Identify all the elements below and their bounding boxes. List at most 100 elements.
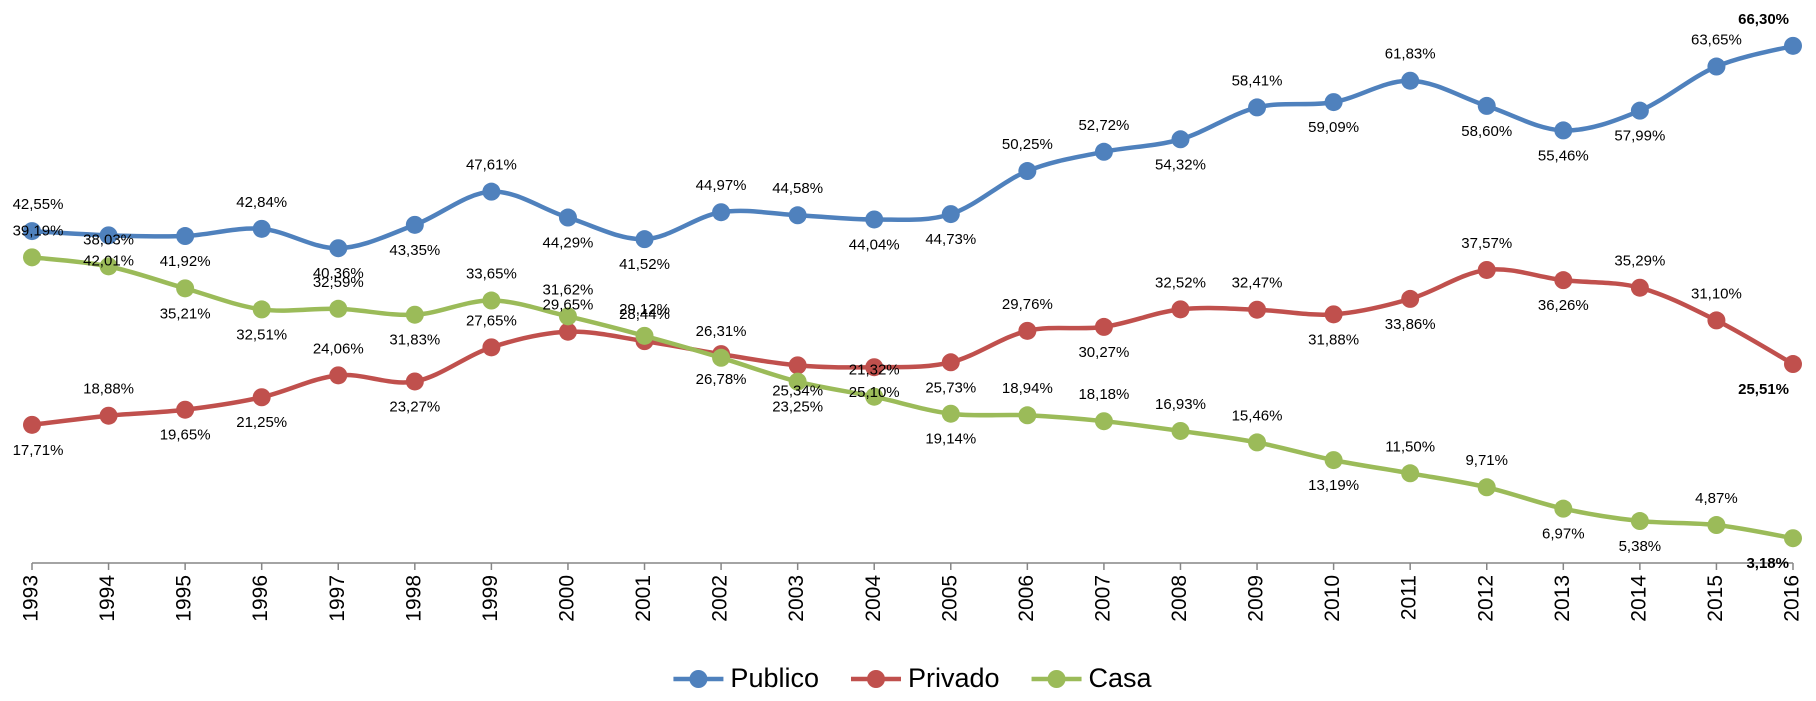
data-point [635, 230, 654, 249]
data-point [558, 322, 577, 341]
data-label: 41,92% [160, 253, 211, 270]
x-tick-label: 2003 [785, 575, 808, 622]
x-tick-label: 2000 [556, 575, 579, 622]
data-point [1248, 433, 1267, 452]
data-label: 26,78% [696, 371, 747, 388]
data-point [1401, 71, 1420, 90]
legend-swatch-marker [1047, 670, 1066, 688]
data-label: 13,19% [1308, 477, 1359, 494]
legend-item: Publico [673, 663, 819, 693]
data-label: 26,31% [696, 323, 747, 340]
data-label: 39,19% [13, 222, 64, 239]
x-tick-label: 1996 [249, 575, 272, 622]
x-tick-label: 1995 [173, 575, 196, 622]
data-label: 63,65% [1691, 31, 1742, 48]
x-tick-label: 1993 [20, 575, 43, 622]
data-point [1784, 529, 1802, 548]
data-label: 18,88% [83, 381, 134, 398]
data-label: 28,44% [619, 306, 670, 323]
data-label: 66,30% [1738, 11, 1789, 28]
data-point [941, 404, 960, 423]
data-point [405, 215, 424, 234]
data-point [1554, 271, 1573, 290]
data-point [712, 203, 731, 222]
data-point [329, 239, 348, 258]
data-label: 42,01% [83, 252, 134, 269]
data-label: 42,84% [236, 194, 287, 211]
data-label: 31,10% [1691, 285, 1742, 302]
data-label: 19,65% [160, 427, 211, 444]
data-point [1018, 162, 1037, 181]
legend-item: Casa [1031, 663, 1153, 693]
data-point [99, 406, 118, 425]
data-point [1554, 121, 1573, 140]
data-label: 9,71% [1465, 452, 1508, 469]
x-tick-label: 1998 [402, 575, 425, 622]
series-line [31, 267, 1795, 428]
legend: Publico Privado Casa [673, 663, 1153, 693]
data-label: 33,65% [466, 265, 517, 282]
data-point [941, 205, 960, 224]
data-point [482, 291, 501, 310]
data-label: 37,57% [1461, 235, 1512, 252]
data-point [865, 387, 884, 406]
data-label: 44,97% [696, 177, 747, 194]
x-tick-label: 1999 [479, 575, 502, 622]
data-label: 11,50% [1385, 438, 1435, 455]
data-point [558, 307, 577, 326]
data-point [1707, 311, 1726, 330]
data-point [1707, 516, 1726, 535]
x-tick-label: 2005 [938, 575, 961, 622]
data-label: 32,59% [313, 274, 364, 291]
data-point [788, 356, 807, 375]
data-label: 41,52% [619, 256, 670, 273]
data-point [23, 415, 41, 434]
data-point [1554, 499, 1573, 518]
data-point [1094, 317, 1113, 336]
data-label: 31,88% [1308, 331, 1359, 348]
data-label: 44,04% [849, 236, 900, 253]
x-tick-label: 2013 [1551, 575, 1574, 622]
data-point [252, 219, 271, 238]
data-point [405, 372, 424, 391]
data-point [405, 305, 424, 324]
data-label: 50,25% [1002, 136, 1053, 153]
x-tick-label: 2004 [862, 575, 885, 622]
x-tick-label: 2012 [1474, 575, 1497, 622]
data-label: 35,21% [160, 305, 211, 322]
x-tick-label: 2014 [1627, 575, 1650, 622]
data-label: 25,51% [1738, 381, 1789, 398]
data-label: 57,99% [1614, 128, 1665, 145]
data-label: 52,72% [1078, 117, 1129, 134]
data-label: 16,93% [1155, 396, 1206, 413]
data-label: 47,61% [466, 157, 517, 174]
x-tick-label: 2002 [709, 575, 732, 622]
data-label: 5,38% [1619, 538, 1662, 555]
legend-label: Casa [1089, 663, 1153, 693]
data-label: 32,51% [236, 326, 287, 343]
data-point [176, 227, 195, 246]
data-label: 21,32% [849, 362, 900, 379]
x-tick-label: 2016 [1781, 575, 1804, 622]
data-label: 23,27% [389, 398, 440, 415]
x-tick-label: 2011 [1398, 575, 1421, 620]
data-point [1707, 57, 1726, 76]
data-point [1630, 278, 1649, 297]
data-point [865, 358, 884, 377]
data-point [1171, 300, 1190, 319]
data-point [176, 279, 195, 298]
data-label: 31,62% [543, 281, 594, 298]
data-label: 54,32% [1155, 156, 1206, 173]
data-point [176, 400, 195, 419]
x-tick-label: 2008 [1168, 575, 1191, 622]
data-point [1477, 260, 1496, 279]
data-label: 59,09% [1308, 119, 1359, 136]
data-label: 38,03% [83, 231, 134, 248]
data-label: 42,55% [13, 196, 64, 213]
data-label: 15,46% [1232, 407, 1283, 424]
data-label: 27,65% [466, 312, 517, 329]
data-point [1630, 101, 1649, 120]
data-label: 44,29% [543, 235, 594, 252]
data-label: 24,06% [313, 340, 364, 357]
